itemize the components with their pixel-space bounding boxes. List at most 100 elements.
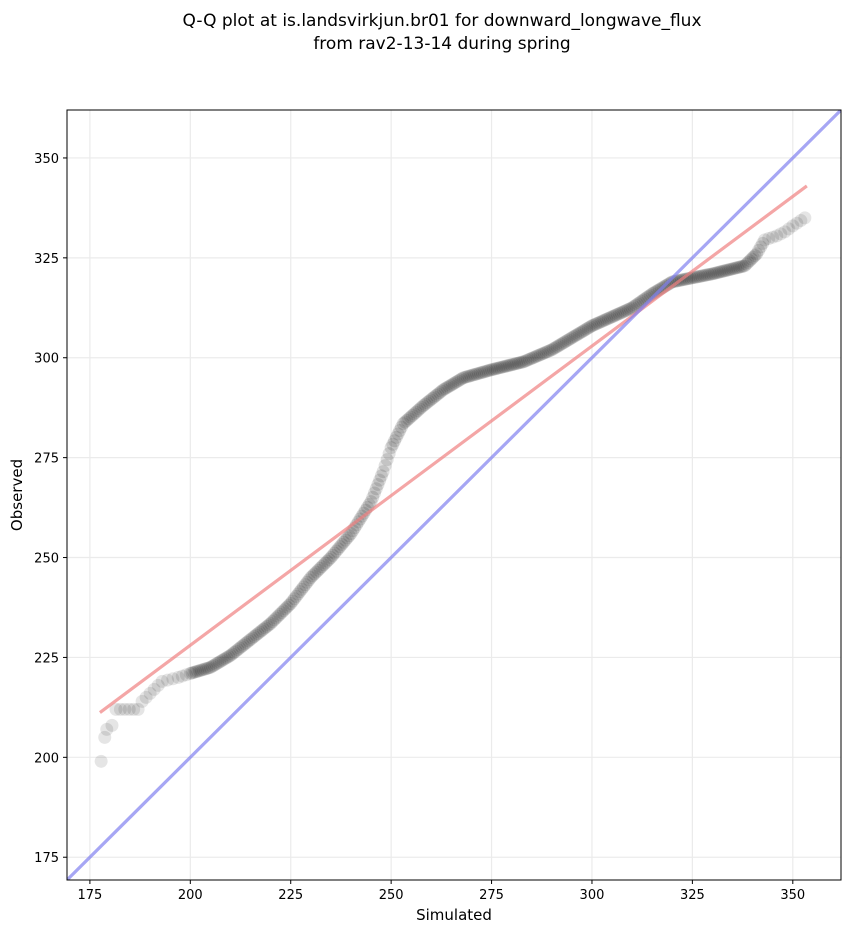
quantile-point [297,580,311,594]
quantile-point [711,265,725,279]
quantile-point [725,262,739,276]
quantile-point [798,211,812,225]
quantile-point [754,240,768,254]
quantile-point [556,336,570,350]
quantile-point [449,375,463,389]
quantile-point [497,360,511,374]
quantile-point [541,344,555,358]
quantile-point [247,630,261,644]
quantile-point [255,624,269,638]
quantile-point [718,264,732,278]
quantile-point [548,341,562,355]
quantile-point [578,323,592,337]
quantile-point [333,540,347,554]
quantile-point [558,335,572,349]
quantile-point [766,230,780,244]
fit-line [98,184,808,714]
quantile-point [579,322,593,336]
quantile-point [570,327,584,341]
quantile-point [736,259,750,273]
quantile-point [583,320,597,334]
x-tick-label: 275 [479,888,504,903]
quantile-point [118,702,132,716]
quantile-point [382,447,396,461]
quantile-point [510,357,524,371]
quantile-point [445,377,459,391]
quantile-point [171,670,185,684]
quantile-point [320,554,334,568]
quantile-point [486,362,500,376]
quantile-point [273,607,287,621]
quantile-point [342,529,356,543]
quantile-point [420,396,434,410]
quantile-point [778,225,792,239]
x-tick-label: 250 [379,888,404,903]
quantile-point [402,412,416,426]
quantile-point [175,669,189,683]
quantile-point [739,257,753,271]
quantile-point [324,551,338,565]
quantile-point [504,358,518,372]
quantile-point [398,415,412,429]
quantile-point [127,702,141,716]
quantile-point [561,333,575,347]
quantile-point [499,359,513,373]
quantile-point [629,298,643,312]
quantile-point [435,384,449,398]
quantile-point [244,632,258,646]
quantile-point [222,650,236,664]
quantile-point [752,243,766,257]
quantile-point [275,606,289,620]
quantile-point [262,618,276,632]
quantile-point [790,216,804,230]
quantile-point [267,613,281,627]
quantile-point [304,571,318,585]
quantile-point [567,330,581,344]
quantile-point [326,548,340,562]
quantile-point [485,363,499,377]
quantile-point [727,262,741,276]
quantile-point [479,364,493,378]
quantile-point [216,653,230,667]
quantile-point [202,661,216,675]
quantile-point [344,527,358,541]
quantile-point [589,317,603,331]
quantile-point [483,363,497,377]
quantile-point [286,594,300,608]
quantile-point [249,628,263,642]
quantile-point [730,261,744,275]
quantile-point [607,309,621,323]
quantile-point [598,313,612,327]
quantile-point [213,655,227,669]
quantile-point [416,399,430,413]
quantile-point [453,373,467,387]
quantile-point [596,314,610,328]
grid [67,110,841,880]
quantile-point [732,260,746,274]
quantile-point [576,324,590,338]
quantile-point [502,358,516,372]
reference-lines [67,110,841,880]
quantile-point [587,318,601,332]
quantile-point [200,662,214,676]
quantile-point [393,424,407,438]
quantile-point [625,301,639,315]
quantile-point [738,259,752,273]
quantile-point [627,300,641,314]
quantile-point [166,672,180,686]
quantile-point [236,638,250,652]
quantile-point [770,229,784,243]
quantile-point [520,353,534,367]
quantile-point [477,365,491,379]
quantile-point [196,663,210,677]
quantile-point [315,560,329,574]
quantile-point [389,430,403,444]
quantile-point [464,369,478,383]
quantile-point [322,552,336,566]
quantile-point [183,666,197,680]
quantile-point [522,352,536,366]
quantile-point [179,668,193,682]
quantile-point [371,477,385,491]
quantile-point [400,413,414,427]
quantile-point [122,702,136,716]
